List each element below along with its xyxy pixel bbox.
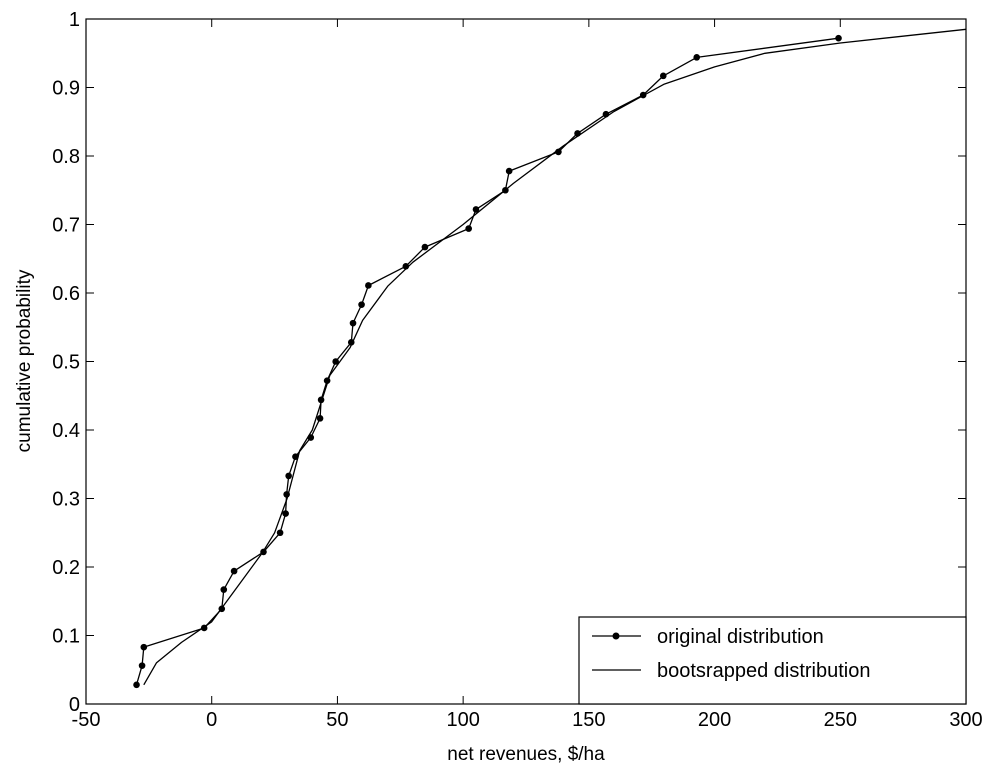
- data-point-original: [472, 206, 480, 213]
- data-point-original: [332, 358, 339, 365]
- data-point-original: [421, 243, 429, 251]
- x-tick-label: 150: [572, 709, 605, 731]
- x-tick-label: 300: [949, 709, 982, 731]
- data-point-original: [465, 225, 472, 232]
- legend-label-original: original distribution: [657, 626, 824, 648]
- legend-box: [578, 616, 967, 705]
- data-point-original: [835, 34, 842, 42]
- y-axis-ticks: 0 0.1 0.2 0.3 0.4 0.5 0.6 0.7 0.8 0.9 1: [52, 9, 966, 716]
- data-point-original: [230, 567, 238, 575]
- legend-marker-original: [612, 632, 620, 640]
- y-axis-title: cumulative probability: [14, 269, 35, 452]
- y-tick-label: 0: [69, 694, 80, 716]
- data-point-original: [358, 301, 365, 308]
- y-tick-label: 1: [69, 9, 80, 31]
- y-tick-label: 0.1: [52, 626, 80, 648]
- x-tick-label: 0: [206, 709, 217, 731]
- x-tick-label: 50: [326, 709, 348, 731]
- x-tick-label: 200: [698, 709, 731, 731]
- data-point-original: [138, 662, 146, 669]
- y-tick-label: 0.2: [52, 557, 80, 579]
- data-point-original: [349, 319, 357, 327]
- x-axis-ticks: -50 0 50 100 150 200 250 300: [72, 19, 983, 731]
- series-line-bootstrapped: [143, 28, 967, 686]
- data-point-original: [133, 681, 140, 689]
- y-tick-label: 0.9: [52, 78, 80, 100]
- legend: original distribution bootsrapped distri…: [578, 616, 967, 705]
- x-tick-label: -50: [72, 709, 101, 731]
- data-point-original: [220, 586, 228, 593]
- series-layer: [133, 28, 967, 689]
- y-tick-label: 0.4: [52, 420, 80, 442]
- y-tick-label: 0.8: [52, 146, 80, 168]
- y-tick-label: 0.6: [52, 283, 80, 305]
- x-tick-label: 100: [446, 709, 479, 731]
- plot-area: [85, 18, 967, 705]
- data-point-original: [140, 643, 148, 651]
- y-tick-label: 0.3: [52, 489, 80, 511]
- y-tick-label: 0.5: [52, 352, 80, 374]
- data-point-original: [365, 282, 372, 289]
- data-point-original: [282, 510, 289, 517]
- legend-label-bootstrapped: bootsrapped distribution: [657, 660, 870, 682]
- x-axis-title: net revenues, $/ha: [447, 744, 605, 765]
- data-point-original: [693, 54, 701, 61]
- data-point-original: [316, 415, 324, 422]
- y-tick-label: 0.7: [52, 215, 80, 237]
- data-point-original: [505, 167, 513, 175]
- data-point-original: [276, 529, 284, 537]
- x-tick-label: 250: [824, 709, 857, 731]
- data-point-original: [285, 472, 292, 480]
- data-point-original: [659, 72, 667, 80]
